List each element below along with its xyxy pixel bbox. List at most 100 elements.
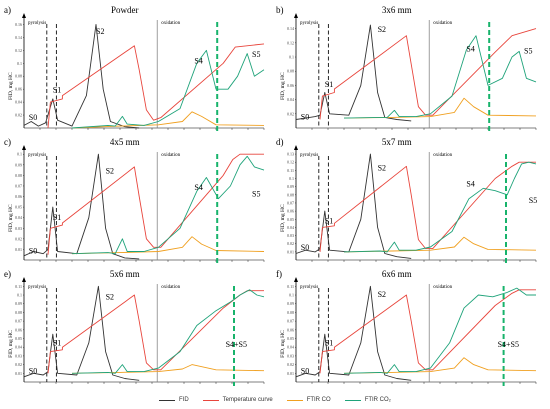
legend-label-fid: FID [178, 397, 189, 403]
series-line-temperature [319, 161, 536, 252]
series-line-temperature [47, 153, 264, 255]
legend-label-ftir-co: FTIR CO [306, 397, 331, 403]
y-tick-label: 0.05 [287, 336, 294, 341]
stage-label-s2: S2 [106, 166, 114, 175]
y-tick-label: 0.13 [287, 152, 294, 157]
stage-label-s1: S1 [53, 338, 61, 347]
y-axis-label: FID, mg HC [280, 330, 286, 358]
stage-label-s4-s5: S4+S5 [226, 340, 247, 349]
series-line-temperature [319, 289, 536, 374]
series-line-temperature [47, 43, 265, 129]
y-tick-label: 0.1 [17, 152, 22, 157]
panel-e: e) 5x6 mm FID, mg HC 0.01 0.02 0.03 0.04 0.05 0.… [4, 269, 265, 386]
series-line-ftir-co [71, 236, 265, 255]
y-tick-label: 0.09 [15, 162, 22, 167]
series-line-ftir-co [343, 357, 537, 374]
y-axis-arrow [22, 13, 26, 18]
y-tick-label: 0.11 [287, 284, 294, 289]
stage-label-s2: S2 [378, 290, 386, 299]
panel-title: 4x5 mm [110, 137, 140, 147]
y-axis-label: FID, mg HC [8, 72, 14, 100]
y-tick-label: 0.01 [15, 371, 22, 376]
y-tick-label: 0.04 [15, 215, 22, 220]
y-tick-label: 0.14 [15, 35, 22, 40]
stage-label-s4: S4 [466, 44, 474, 53]
y-tick-label: 0.02 [15, 362, 22, 367]
y-axis-label: FID, mg HC [280, 204, 286, 232]
series-line-fid [295, 285, 412, 381]
y-tick-label: 0.1 [17, 293, 22, 298]
legend-swatch-ftir-co2 [344, 399, 361, 401]
y-tick-label: 0.07 [287, 319, 294, 324]
legend-item-ftir-co: FTIR CO [286, 397, 331, 403]
stage-label-s2: S2 [96, 27, 104, 36]
panel-label: b) [276, 5, 284, 15]
y-tick-label: 0.09 [287, 301, 294, 306]
y-tick-label: 0.04 [287, 97, 294, 102]
panel-d: d) 5x7 mm FID, mg HC 0.01 0.02 0.03 0.04 0.05 0.… [276, 137, 537, 264]
y-tick-label: 0.07 [15, 183, 22, 188]
phase-label-oxidation: oxidation [433, 153, 452, 158]
phase-label-pyrolysis: pyrolysis [28, 21, 46, 26]
y-axis-arrow [294, 277, 298, 282]
series-line-temperature [319, 28, 537, 120]
panel-title: 3x6 mm [382, 5, 412, 15]
stage-label-s4-s5: S4+S5 [498, 340, 519, 349]
y-tick-label: 0.03 [287, 233, 294, 238]
series-line-fid [295, 24, 412, 122]
panel-label: f) [276, 269, 282, 279]
legend-label-temperature: Temperature curve [222, 397, 273, 403]
y-tick-label: 0.12 [287, 40, 294, 45]
y-tick-label: 0.02 [287, 241, 294, 246]
legend-swatch-ftir-co [286, 399, 303, 401]
y-tick-label: 0.09 [15, 301, 22, 306]
y-tick-label: 0.05 [287, 217, 294, 222]
series-line-temperature [47, 290, 264, 374]
panel-title: Powder [111, 5, 139, 15]
phase-label-oxidation: oxidation [161, 285, 180, 290]
series-line-ftir-co [71, 111, 265, 129]
y-tick-label: 0.03 [287, 353, 294, 358]
stage-label-s4: S4 [194, 56, 202, 65]
y-tick-label: 0.01 [287, 371, 294, 376]
series-line-ftir-co2 [71, 155, 265, 255]
stage-label-s0: S0 [301, 112, 309, 121]
legend-item-fid: FID [158, 397, 189, 403]
y-tick-label: 0.08 [287, 192, 294, 197]
series-line-ftir-co2 [343, 287, 536, 374]
y-tick-label: 0.06 [287, 209, 294, 214]
stage-label-s1: S1 [325, 216, 333, 225]
legend: FID Temperature curve FTIR CO FTIR CO₂ [0, 393, 550, 407]
y-axis-label: FID, mg HC [280, 72, 286, 100]
series-line-ftir-co [71, 364, 265, 374]
y-tick-label: 0.08 [15, 74, 22, 79]
y-tick-label: 0.07 [287, 200, 294, 205]
y-axis-label: FID, mg HC [8, 204, 14, 232]
phase-label-oxidation: oxidation [161, 153, 180, 158]
y-tick-label: 0.12 [15, 48, 22, 53]
stage-label-s0: S0 [29, 247, 37, 256]
phase-label-oxidation: oxidation [433, 285, 452, 290]
phase-label-pyrolysis: pyrolysis [300, 285, 318, 290]
panel-c: c) 4x5 mm FID, mg HC 0.01 0.02 0.03 0.04 0.05 0.… [4, 137, 265, 264]
series-line-ftir-co2 [71, 289, 265, 374]
stage-label-s1: S1 [53, 85, 61, 94]
panel-title: 5x7 mm [382, 137, 412, 147]
y-tick-label: 0.03 [15, 353, 22, 358]
series-line-ftir-co2 [343, 161, 537, 253]
panel-a: a) Powder FID, mg HC 0.02 0.04 0.06 0.08 0.1 0.1… [4, 5, 265, 132]
y-tick-label: 0.1 [289, 176, 294, 181]
series-line-ftir-co2 [71, 49, 265, 129]
panel-title: 5x6 mm [110, 269, 140, 279]
series-line-fid [23, 24, 140, 129]
panel-label: a) [4, 5, 11, 15]
stage-label-s5: S5 [252, 190, 260, 199]
phase-label-pyrolysis: pyrolysis [28, 153, 46, 158]
stage-label-s5: S5 [529, 196, 537, 205]
panel-title: 6x6 mm [382, 269, 412, 279]
y-tick-label: 0.02 [287, 111, 294, 116]
stage-label-s4: S4 [194, 183, 202, 192]
y-tick-label: 0.06 [287, 327, 294, 332]
y-tick-label: 0.04 [287, 345, 294, 350]
y-tick-label: 0.06 [15, 194, 22, 199]
